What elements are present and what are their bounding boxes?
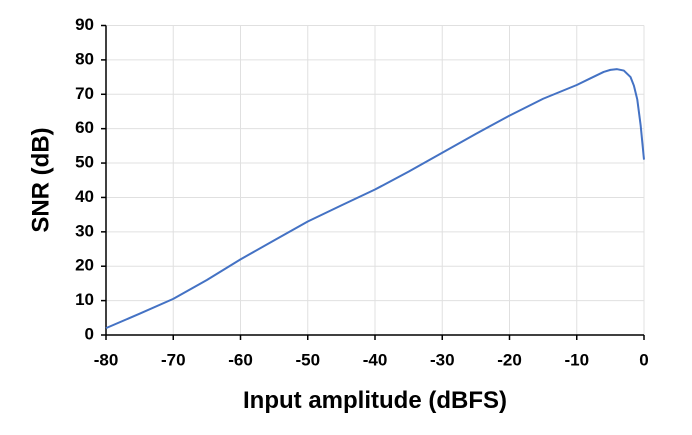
y-tick-label: 80: [75, 49, 94, 68]
y-tick-label: 60: [75, 118, 94, 137]
x-tick-label: -50: [295, 350, 320, 369]
x-tick-label: -20: [497, 350, 522, 369]
x-tick-label: -10: [564, 350, 589, 369]
x-tick-label: -40: [363, 350, 388, 369]
y-tick-label: 90: [75, 15, 94, 34]
y-tick-label: 0: [85, 324, 94, 343]
x-tick-label: -70: [161, 350, 186, 369]
y-tick-label: 20: [75, 256, 94, 275]
x-tick-label: -30: [430, 350, 455, 369]
x-axis-title: Input amplitude (dBFS): [243, 387, 507, 414]
y-tick-label: 10: [75, 290, 94, 309]
x-tick-label: -60: [228, 350, 253, 369]
y-tick-label: 50: [75, 153, 94, 172]
x-tick-label: 0: [639, 350, 648, 369]
x-tick-label: -80: [94, 350, 119, 369]
y-tick-label: 40: [75, 187, 94, 206]
y-axis-title: SNR (dB): [27, 127, 54, 232]
y-tick-label: 70: [75, 84, 94, 103]
y-tick-label: 30: [75, 221, 94, 240]
data-line: [105, 68, 645, 330]
